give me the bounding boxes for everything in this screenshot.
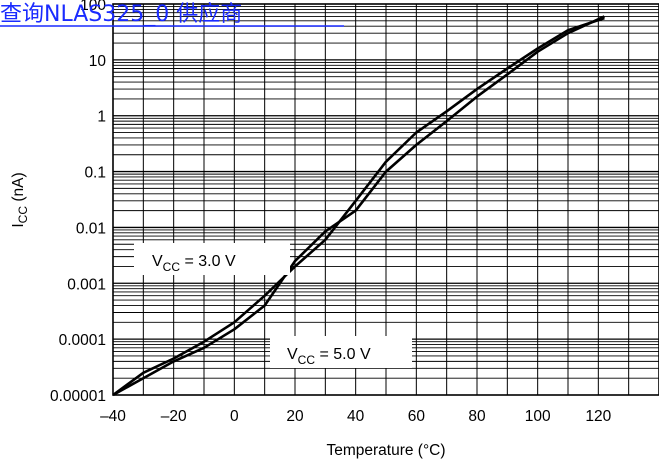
grid bbox=[113, 4, 659, 395]
x-tick-label: –20 bbox=[161, 408, 187, 425]
x-axis-label: Temperature (°C) bbox=[326, 442, 445, 459]
y-tick-label: 10 bbox=[89, 53, 107, 70]
series-line-vcc-5v bbox=[112, 16, 605, 397]
x-tick-label: 20 bbox=[286, 408, 304, 425]
x-tick-labels: –40 –20 0 20 40 60 80 100 120 bbox=[100, 408, 612, 425]
x-tick-label: 60 bbox=[408, 408, 426, 425]
annotation-box-5v bbox=[270, 336, 412, 368]
y-tick-label: 1 bbox=[97, 109, 106, 126]
y-axis-label: ICC (nA) bbox=[10, 172, 30, 227]
series-group bbox=[112, 15, 605, 397]
x-tick-label: 80 bbox=[468, 408, 486, 425]
x-tick-label: 0 bbox=[230, 408, 239, 425]
x-tick-label: 40 bbox=[347, 408, 365, 425]
series-line-vcc-3v bbox=[112, 15, 605, 397]
x-tick-label: 100 bbox=[525, 408, 551, 425]
plot-frame bbox=[112, 3, 659, 396]
x-tick-label: 120 bbox=[585, 408, 611, 425]
y-tick-label: 0.00001 bbox=[50, 388, 106, 405]
annotation-vcc-5v: VCC = 5.0 V bbox=[287, 346, 371, 367]
y-tick-label: 100 bbox=[80, 0, 106, 14]
y-tick-label: 0.0001 bbox=[59, 332, 106, 349]
supplier-query-link[interactable]: 查询NLAS325_0 供应商 bbox=[0, 2, 242, 27]
annotation-vcc-3v: VCC = 3.0 V bbox=[152, 253, 236, 274]
y-tick-label: 0.01 bbox=[76, 220, 106, 237]
annotation-box-3v bbox=[134, 243, 290, 275]
y-tick-label: 0.1 bbox=[84, 165, 106, 182]
y-tick-label: 0.001 bbox=[67, 276, 106, 293]
y-tick-labels: 0.00001 0.0001 0.001 0.01 0.1 1 10 100 bbox=[50, 0, 106, 405]
x-tick-label: –40 bbox=[100, 408, 126, 425]
